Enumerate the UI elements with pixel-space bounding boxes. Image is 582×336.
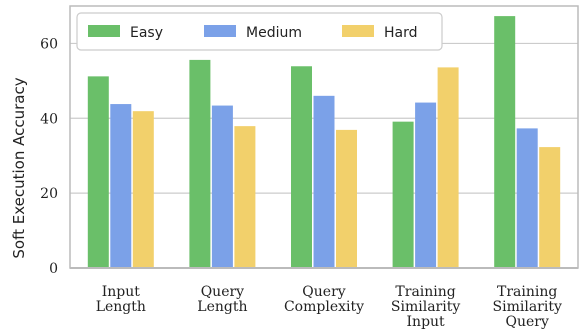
x-tick-label-line: Query (302, 284, 345, 300)
x-tick-label-line: Input (102, 284, 141, 300)
legend: Easy Medium Hard (76, 12, 443, 51)
bars (87, 16, 561, 269)
legend-label-easy: Easy (130, 25, 163, 41)
y-tick-label: 40 (40, 111, 58, 127)
bar-hard-3 (437, 67, 459, 268)
legend-label-medium: Medium (246, 25, 302, 41)
bar-easy-2 (291, 66, 312, 268)
x-tick-label: Query Complexity (284, 284, 364, 315)
bar-easy-3 (392, 121, 414, 268)
x-tick-label-line: Complexity (284, 299, 364, 315)
x-tick-label-line: Similarity (493, 299, 562, 315)
y-axis-title: Soft Execution Accuracy (10, 77, 28, 258)
bar-hard-2 (336, 129, 357, 268)
x-tick-label-line: Training (395, 284, 455, 300)
x-tick-label-line: Training (497, 284, 557, 300)
legend-swatch-hard (342, 25, 374, 37)
bar-hard-4 (539, 147, 561, 268)
legend-swatch-medium (204, 25, 236, 37)
y-tick-label: 0 (49, 261, 58, 277)
bar-easy-1 (189, 59, 211, 269)
bar-medium-2 (313, 95, 335, 268)
legend-label-hard: Hard (384, 25, 418, 41)
axes: 0 20 40 60 (40, 5, 579, 277)
x-tick-label: Training Similarity Input (391, 284, 460, 330)
x-tick-label-line: Similarity (391, 299, 460, 315)
y-tick-label: 20 (40, 186, 58, 202)
bar-medium-3 (415, 102, 437, 269)
x-tick-label-line: Query (201, 284, 244, 300)
x-tick-label-line: Length (96, 299, 146, 315)
x-tick-label-line: Length (197, 299, 247, 315)
x-tick-label-line: Input (407, 314, 446, 330)
bar-easy-0 (87, 76, 109, 268)
bar-medium-4 (516, 128, 538, 268)
x-tick-label: Query Length (197, 284, 247, 315)
x-tick-label: Training Similarity Query (493, 284, 562, 330)
bar-hard-1 (234, 126, 256, 268)
bar-medium-1 (211, 105, 233, 268)
bar-hard-0 (132, 111, 154, 268)
bar-medium-0 (110, 104, 132, 268)
y-tick-label: 60 (40, 36, 58, 52)
legend-swatch-easy (88, 25, 120, 37)
x-tick-label: Input Length (96, 284, 146, 315)
x-tick-label-line: Query (506, 314, 549, 330)
bar-easy-4 (494, 16, 516, 269)
legend-box (76, 12, 443, 51)
